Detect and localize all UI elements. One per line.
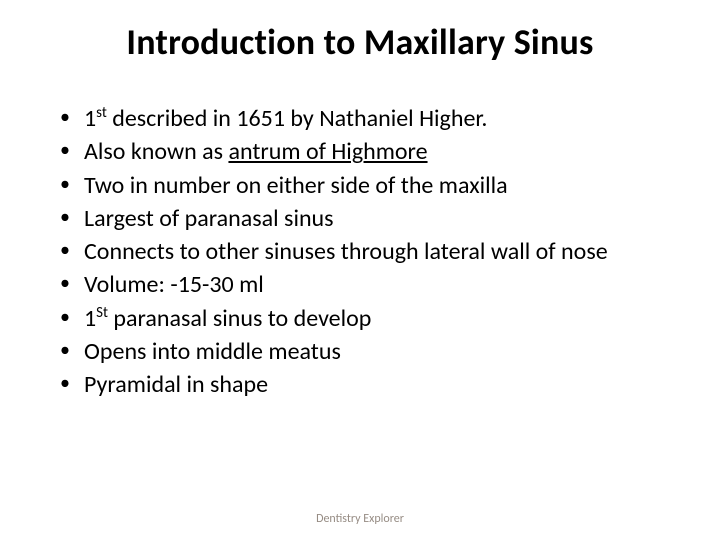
- bullet-text: paranasal sinus to develop: [108, 304, 371, 333]
- list-item: Connects to other sinuses through latera…: [58, 237, 672, 266]
- bullet-text: 1: [84, 304, 96, 333]
- bullet-text: Volume: -15-30 ml: [84, 270, 264, 299]
- bullet-list: 1st described in 1651 by Nathaniel Highe…: [48, 104, 672, 399]
- bullet-text: Pyramidal in shape: [84, 370, 268, 399]
- list-item: 1st described in 1651 by Nathaniel Highe…: [58, 104, 672, 133]
- slide: Introduction to Maxillary Sinus 1st desc…: [0, 0, 720, 540]
- bullet-text: Largest of paranasal sinus: [84, 204, 334, 233]
- footer-text: Dentistry Explorer: [0, 512, 720, 526]
- list-item: Pyramidal in shape: [58, 370, 672, 399]
- list-item: 1St paranasal sinus to develop: [58, 304, 672, 333]
- list-item: Opens into middle meatus: [58, 337, 672, 366]
- list-item: Volume: -15-30 ml: [58, 270, 672, 299]
- slide-title: Introduction to Maxillary Sinus: [48, 20, 672, 64]
- bullet-text: Opens into middle meatus: [84, 337, 341, 366]
- bullet-text: Connects to other sinuses through latera…: [84, 237, 608, 266]
- bullet-text: 1: [84, 104, 96, 133]
- bullet-super: st: [96, 103, 107, 121]
- list-item: Largest of paranasal sinus: [58, 204, 672, 233]
- list-item: Also known as antrum of Highmore: [58, 137, 672, 166]
- bullet-text: described in 1651 by Nathaniel Higher.: [107, 104, 488, 133]
- list-item: Two in number on either side of the maxi…: [58, 171, 672, 200]
- bullet-underlined: antrum of Highmore: [228, 137, 427, 166]
- bullet-super: St: [96, 303, 108, 321]
- bullet-text: Also known as: [84, 137, 228, 166]
- bullet-text: Two in number on either side of the maxi…: [84, 171, 508, 200]
